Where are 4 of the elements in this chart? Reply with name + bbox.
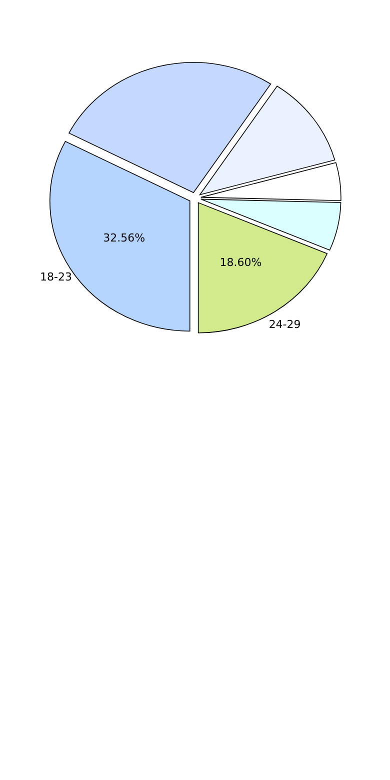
slice-label: 24-29 [268, 318, 301, 331]
data-label: 32.56% [103, 232, 146, 245]
slice-label: 18-23 [40, 270, 72, 284]
data-label: 18.60% [220, 256, 262, 269]
